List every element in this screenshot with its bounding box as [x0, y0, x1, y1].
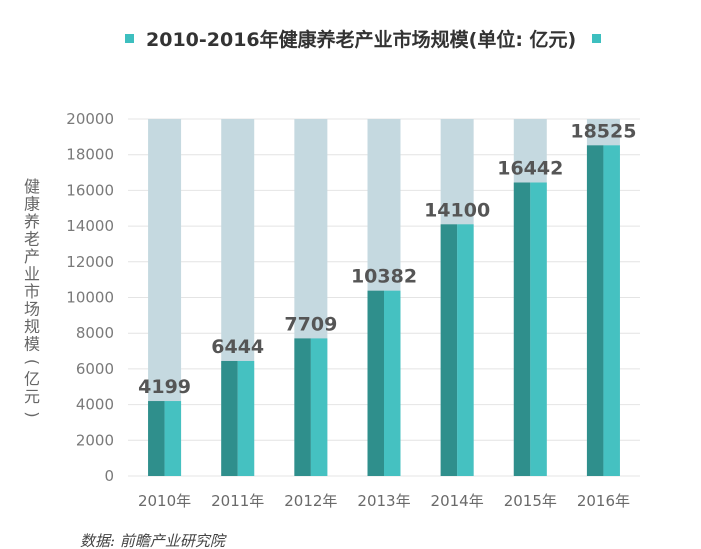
chart-title-group: 2010-2016年健康养老产业市场规模(单位: 亿元)	[125, 28, 601, 51]
y-tick-label: 8000	[76, 324, 114, 342]
bar-left	[221, 361, 238, 476]
y-axis-label-char: 康	[24, 195, 40, 214]
data-label: 16442	[497, 158, 563, 180]
y-axis-label-char: 元	[24, 387, 40, 406]
x-tick-label: 2015年	[504, 492, 557, 510]
legend-marker-left	[125, 34, 134, 43]
data-label: 4199	[138, 376, 191, 398]
y-axis-label-char: 业	[24, 265, 40, 284]
data-label: 18525	[570, 120, 636, 142]
bar-right	[530, 183, 547, 476]
bar-left	[514, 183, 531, 476]
bar-right	[457, 224, 474, 476]
y-axis-ticks: 0 2000 4000 6000 8000 10000 12000 14000 16000 180…	[66, 110, 114, 485]
bar-left	[587, 145, 604, 476]
bar-right	[165, 401, 182, 476]
bar-left	[148, 401, 165, 476]
bar-right	[384, 291, 401, 476]
x-tick-label: 2016年	[577, 492, 630, 510]
y-tick-label: 16000	[66, 181, 114, 199]
y-axis-label-char: 亿	[24, 370, 40, 389]
y-axis-label-char: 养	[24, 212, 40, 231]
data-label: 14100	[424, 199, 490, 221]
y-tick-label: 2000	[76, 431, 114, 449]
bar-right	[311, 338, 328, 476]
y-axis-label-char: 模	[24, 335, 40, 354]
y-axis-label-char: 健	[24, 177, 40, 196]
y-axis-label-char: (	[23, 359, 42, 365]
x-tick-label: 2010年	[138, 492, 191, 510]
y-tick-label: 12000	[66, 253, 114, 271]
bar-right	[238, 361, 255, 476]
y-axis-label-char: 老	[24, 230, 40, 249]
data-label: 7709	[284, 313, 337, 335]
y-axis-label-char: )	[23, 411, 42, 417]
y-axis-label-char: 产	[24, 247, 40, 266]
y-tick-label: 18000	[66, 146, 114, 164]
y-axis-label: 健康养老产业市场规模 ( 亿元)	[23, 177, 42, 418]
bar-right	[603, 145, 620, 476]
y-tick-label: 6000	[76, 360, 114, 378]
y-axis-label-char: 场	[24, 300, 40, 319]
x-tick-label: 2012年	[284, 492, 337, 510]
y-axis-label-char: 规	[24, 317, 40, 336]
y-tick-label: 20000	[66, 110, 114, 128]
data-label: 6444	[211, 336, 264, 358]
chart-title: 2010-2016年健康养老产业市场规模(单位: 亿元)	[146, 28, 576, 51]
bar-left	[294, 338, 311, 476]
y-axis-label-char: 市	[24, 282, 40, 301]
legend-marker-right	[592, 34, 601, 43]
y-tick-label: 10000	[66, 289, 114, 307]
bar-left	[368, 291, 385, 476]
data-label: 10382	[351, 266, 417, 288]
x-axis-ticks: 2010年 2011年 2012年 2013年 2014年 2015年 2016年	[138, 492, 630, 510]
x-tick-label: 2014年	[431, 492, 484, 510]
y-tick-label: 14000	[66, 217, 114, 235]
bar-left	[441, 224, 458, 476]
source-note: 数据: 前瞻产业研究院	[80, 532, 227, 549]
y-tick-label: 0	[104, 467, 114, 485]
y-tick-label: 4000	[76, 396, 114, 414]
x-tick-label: 2011年	[211, 492, 264, 510]
x-tick-label: 2013年	[357, 492, 410, 510]
